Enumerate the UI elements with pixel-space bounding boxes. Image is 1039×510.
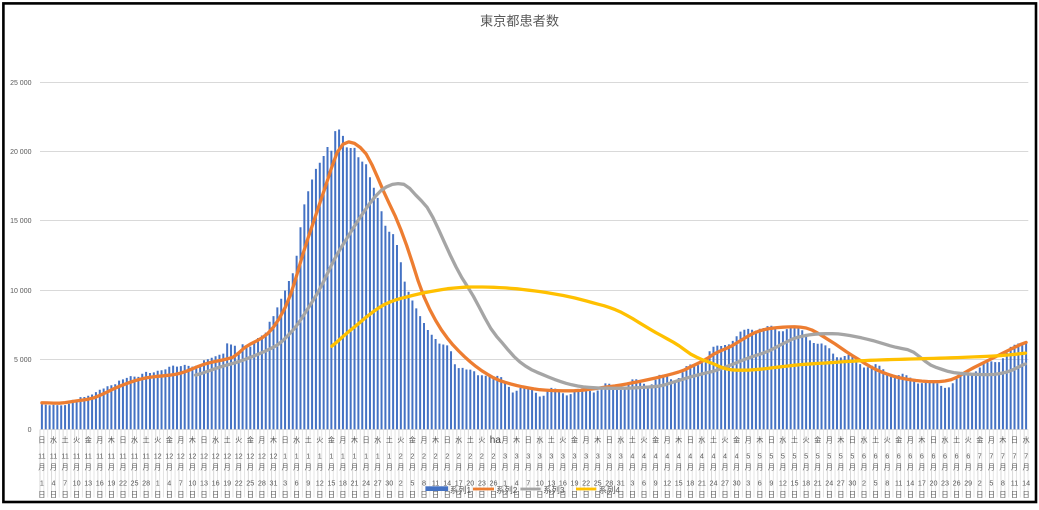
svg-text:20 000: 20 000 xyxy=(10,149,32,156)
svg-text:系列1: 系列1 xyxy=(450,485,472,495)
svg-text:ha: ha xyxy=(490,435,502,446)
svg-text:系列2: 系列2 xyxy=(496,485,518,495)
svg-text:15 000: 15 000 xyxy=(10,218,32,225)
svg-text:系列3: 系列3 xyxy=(543,485,565,495)
svg-text:系列4: 系列4 xyxy=(599,485,621,495)
svg-text:5 000: 5 000 xyxy=(14,357,32,364)
svg-text:0: 0 xyxy=(28,427,32,434)
svg-text:10 000: 10 000 xyxy=(10,288,32,295)
svg-text:東京都患者数: 東京都患者数 xyxy=(480,13,559,28)
svg-text:25 000: 25 000 xyxy=(10,80,32,87)
